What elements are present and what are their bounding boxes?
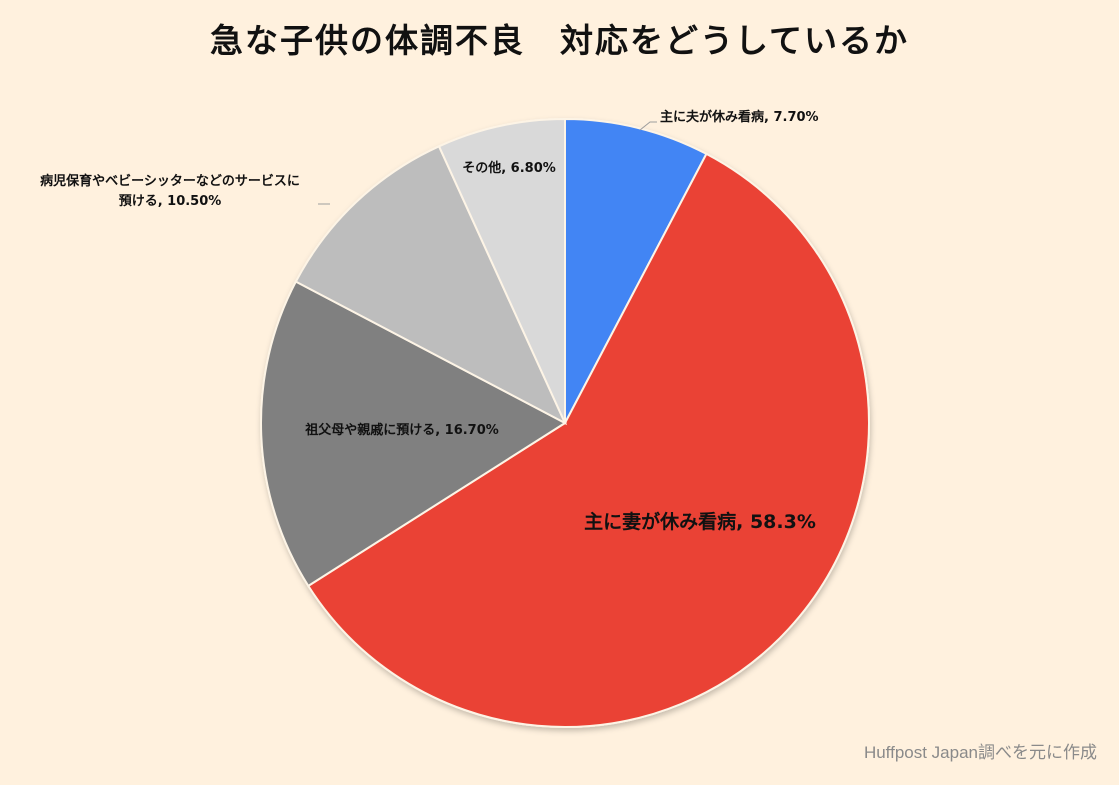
slice-label-1: 主に妻が休み看病, 58.3% <box>584 510 816 533</box>
slice-label-0: 主に夫が休み看病, 7.70% <box>660 109 819 125</box>
pie-slice-1 <box>306 152 870 728</box>
slice-label-line: 預ける, 10.50% <box>119 194 222 209</box>
label-leader-line-0 <box>639 121 657 131</box>
slice-label-2: 祖父母や親戚に預ける, 16.70% <box>304 422 499 438</box>
pie-slice-3 <box>294 145 568 426</box>
slice-label-line: 病児保育やベビーシッターなどのサービスに <box>40 173 300 189</box>
source-note: Huffpost Japan調べを元に作成 <box>863 743 1097 762</box>
chart-title: 急な子供の体調不良 対応をどうしているか <box>209 21 909 60</box>
pie-slice-4 <box>437 117 566 424</box>
slice-label-4: その他, 6.80% <box>462 160 556 176</box>
slice-label-3: 病児保育やベビーシッターなどのサービスに預ける, 10.50% <box>40 173 300 209</box>
pie-slice-2 <box>260 280 567 588</box>
pie-slice-0 <box>564 117 708 424</box>
